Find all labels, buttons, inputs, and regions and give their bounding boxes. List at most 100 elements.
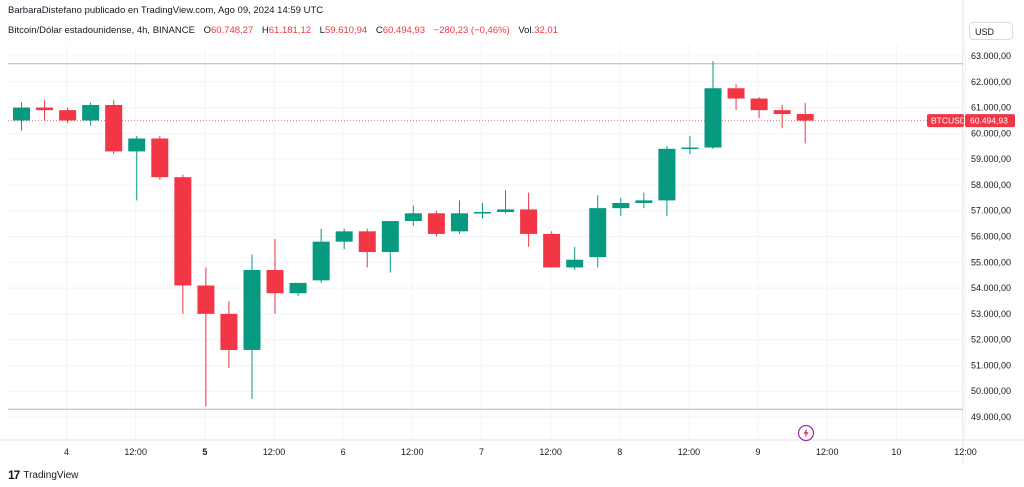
tradingview-brand: TradingView — [23, 469, 79, 481]
candle — [381, 221, 399, 273]
candle-body — [612, 202, 630, 209]
x-tick-label: 12:00 — [539, 447, 562, 457]
open-label: O — [203, 25, 211, 36]
publisher-header: BarbaraDistefano publicado en TradingVie… — [8, 5, 324, 16]
candle-body — [243, 270, 261, 350]
candle-body — [266, 270, 284, 294]
time-axis[interactable]: 4 12:00 5 12:00 6 12:00 7 12:00 8 12:00 9 12:00 10 12… — [64, 447, 977, 457]
candle — [543, 231, 561, 268]
ohlc-legend: Bitcoin/Dólar estadounidense, 4h, BINANC… — [8, 25, 558, 36]
x-tick-label: 12:00 — [263, 447, 286, 457]
lightning-icon[interactable] — [797, 424, 815, 442]
y-tick-label: 56.000,00 — [971, 232, 1011, 242]
candle — [750, 97, 768, 118]
candle-body — [36, 107, 54, 111]
candle — [474, 202, 491, 219]
candle — [197, 267, 215, 407]
x-tick-label: 12:00 — [678, 447, 701, 457]
candle — [497, 190, 515, 214]
candle — [312, 228, 330, 283]
close-label: C — [375, 25, 383, 36]
candle — [289, 282, 307, 296]
y-tick-label: 58.000,00 — [971, 180, 1011, 190]
change-value: −280,23 (−0,46%) — [433, 25, 510, 36]
candle — [358, 228, 376, 268]
currency-button[interactable]: USD — [969, 22, 1013, 40]
x-tick-label: 12:00 — [124, 447, 147, 457]
candle — [566, 246, 584, 271]
candle-body — [566, 259, 584, 268]
candle — [589, 195, 607, 268]
candle-body — [105, 104, 123, 152]
y-tick-label: 62.000,00 — [971, 77, 1011, 87]
x-tick-label: 12:00 — [954, 447, 977, 457]
ticker-tag-bg — [927, 114, 964, 128]
y-tick-label: 61.000,00 — [971, 103, 1011, 113]
price-tag-bg — [965, 114, 1015, 128]
candle — [128, 135, 146, 201]
candle-body — [450, 213, 468, 232]
y-tick-label: 52.000,00 — [971, 335, 1011, 345]
candle-body — [497, 209, 515, 213]
y-tick-label: 63.000,00 — [971, 51, 1011, 61]
candle-body — [289, 282, 307, 294]
candle-body — [427, 213, 445, 234]
high-value: 61.181,12 — [268, 25, 312, 36]
candle-body — [520, 209, 538, 234]
volume-value: 32,01 — [534, 25, 558, 36]
volume-label: Vol. — [518, 25, 535, 36]
candle — [82, 102, 100, 126]
x-tick-label: 8 — [617, 447, 622, 457]
candle-body — [82, 104, 100, 121]
last-price-tag: BTCUSD 60.494,93 — [927, 114, 1015, 128]
candle — [13, 102, 30, 131]
x-tick-label: 10 — [891, 447, 901, 457]
candle-body — [589, 208, 607, 258]
low-value: 59.610,94 — [324, 25, 368, 36]
candle — [105, 99, 123, 154]
y-tick-label: 50.000,00 — [971, 386, 1011, 396]
candle — [151, 135, 169, 180]
candle — [36, 99, 54, 121]
y-tick-label: 57.000,00 — [971, 206, 1011, 216]
candle — [266, 239, 284, 314]
candle-body — [796, 114, 814, 121]
candle-body — [174, 177, 192, 286]
x-tick-label: 7 — [479, 447, 484, 457]
candle — [773, 104, 791, 129]
candles[interactable] — [13, 61, 814, 407]
candle — [220, 300, 238, 369]
ticker-tag-label: BTCUSD — [931, 116, 966, 126]
candle — [704, 61, 722, 149]
tradingview-logo-icon: 17 — [8, 468, 20, 482]
candle — [243, 254, 261, 399]
candle — [612, 197, 630, 216]
candle-body — [704, 88, 722, 148]
x-tick-label: 4 — [64, 447, 69, 457]
candle — [681, 135, 699, 154]
y-tick-label: 55.000,00 — [971, 257, 1011, 267]
candle-body — [151, 138, 169, 178]
candle-body — [750, 98, 768, 111]
y-tick-label: 54.000,00 — [971, 283, 1011, 293]
candle-body — [128, 138, 146, 152]
y-tick-label: 49.000,00 — [971, 412, 1011, 422]
open-value: 60.748,27 — [210, 25, 254, 36]
price-axis[interactable]: 49.000,00 50.000,00 51.000,00 52.000,00 53.0… — [971, 51, 1011, 422]
price-tag-value: 60.494,93 — [970, 116, 1008, 126]
candle — [335, 228, 353, 250]
x-tick-label: 5 — [202, 447, 207, 457]
chart-grid — [0, 0, 1024, 463]
low-label: L — [319, 25, 325, 36]
candle-body — [727, 88, 745, 99]
candle — [796, 102, 814, 144]
candle — [520, 192, 538, 247]
candle-body — [312, 241, 330, 281]
tradingview-footer[interactable]: 17 TradingView — [8, 468, 78, 482]
candle-body — [635, 200, 653, 203]
candle — [427, 210, 445, 237]
candle-body — [220, 313, 238, 350]
y-tick-label: 60.000,00 — [971, 128, 1011, 138]
candle-body — [681, 147, 699, 150]
